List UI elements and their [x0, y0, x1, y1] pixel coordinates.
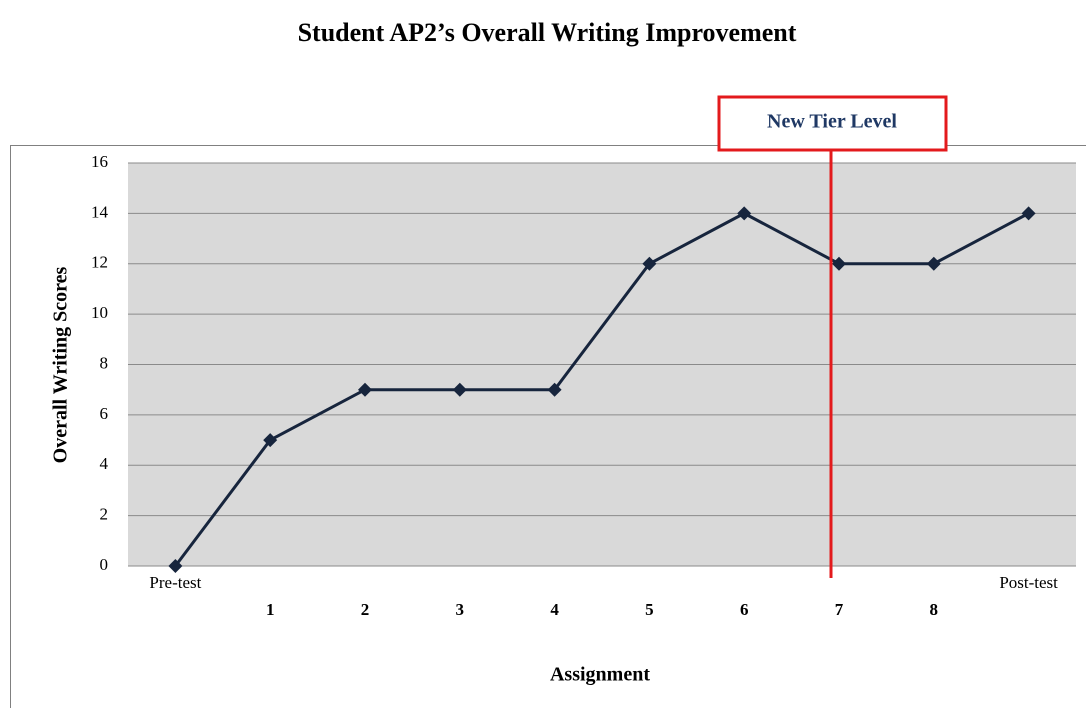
- x-tick-label: Pre-test: [149, 573, 201, 592]
- y-tick-label: 12: [91, 253, 108, 272]
- y-tick-label: 8: [100, 353, 109, 372]
- data-point: [452, 382, 467, 397]
- y-tick-label: 0: [100, 555, 109, 574]
- data-point: [358, 382, 372, 397]
- x-tick-label: 8: [930, 600, 939, 619]
- chart-title: Student AP2’s Overall Writing Improvemen…: [298, 18, 797, 47]
- series-line: [174, 211, 1030, 567]
- annotation-box: [717, 95, 948, 152]
- x-tick-label: 5: [645, 600, 654, 619]
- y-axis-label: Overall Writing Scores: [50, 266, 72, 463]
- y-tick-label: 2: [100, 505, 109, 524]
- x-tick-label: 3: [456, 600, 465, 619]
- data-point: [832, 256, 846, 271]
- x-tick-label: Post-test: [999, 573, 1058, 592]
- y-tick-label: 10: [91, 303, 108, 322]
- y-tick-label: 14: [91, 202, 109, 221]
- x-tick-label: 7: [835, 600, 844, 619]
- data-point: [642, 256, 657, 271]
- x-tick-label: 6: [740, 600, 749, 619]
- data-point: [1021, 206, 1036, 221]
- x-axis-label: Assignment: [550, 664, 650, 686]
- annotation: New Tier Level: [767, 111, 897, 133]
- chart-frame: [10, 145, 1086, 708]
- data-point: [263, 433, 278, 448]
- y-tick-label: 16: [91, 152, 108, 171]
- x-tick-label: 2: [361, 600, 370, 619]
- y-tick-label: 4: [100, 454, 109, 473]
- data-point: [737, 206, 752, 221]
- x-tick-label: 4: [550, 600, 559, 619]
- data-point: [168, 559, 183, 573]
- data-point: [926, 256, 941, 271]
- x-tick-label: 1: [266, 600, 275, 619]
- y-tick-label: 6: [100, 404, 109, 423]
- data-point: [547, 382, 562, 397]
